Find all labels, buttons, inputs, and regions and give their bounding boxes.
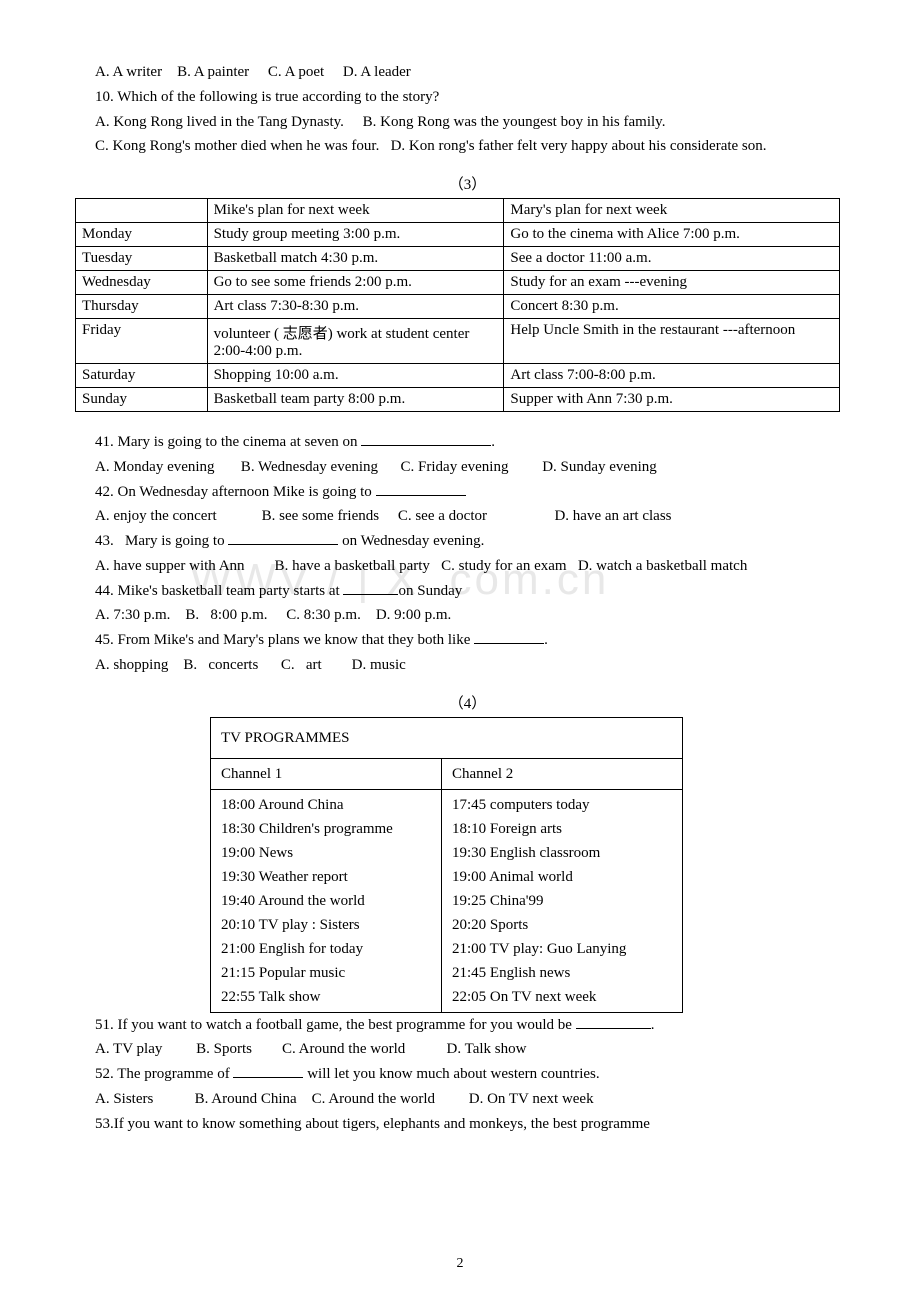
q53-stem: 53.If you want to know something about t… [95, 1112, 840, 1137]
table-row: Friday volunteer ( 志愿者) work at student … [76, 319, 840, 364]
table-row: TV PROGRAMMES [211, 717, 683, 758]
q44-options: A. 7:30 p.m. B. 8:00 p.m. C. 8:30 p.m. D… [95, 603, 840, 628]
table-row: Tuesday Basketball match 4:30 p.m. See a… [76, 247, 840, 271]
table-row: 18:00 Around China 18:30 Children's prog… [211, 789, 683, 1012]
tv-row: 19:00 News [221, 841, 431, 865]
q51-options: A. TV play B. Sports C. Around the world… [95, 1037, 840, 1062]
plan-cell: Basketball match 4:30 p.m. [207, 247, 504, 271]
tv-row: 20:10 TV play : Sisters [221, 913, 431, 937]
table-row: Channel 1 Channel 2 [211, 758, 683, 789]
plan-cell: Mary's plan for next week [504, 199, 840, 223]
q52-stem: 52. The programme of will let you know m… [95, 1062, 840, 1087]
plan-cell: Study for an exam ---evening [504, 271, 840, 295]
q52-options: A. Sisters B. Around China C. Around the… [95, 1087, 840, 1112]
tv-table: TV PROGRAMMES Channel 1 Channel 2 18:00 … [210, 717, 683, 1013]
plan-cell: Concert 8:30 p.m. [504, 295, 840, 319]
tv-row: 19:40 Around the world [221, 889, 431, 913]
plan-cell: Study group meeting 3:00 p.m. [207, 223, 504, 247]
section-3-heading: （3） [95, 173, 840, 194]
q43-options: A. have supper with Ann B. have a basket… [95, 554, 840, 579]
plan-cell: Help Uncle Smith in the restaurant ---af… [504, 319, 840, 364]
tv-channel2-rows: 17:45 computers today 18:10 Foreign arts… [442, 789, 683, 1012]
plan-cell: Monday [76, 223, 208, 247]
plan-cell: Shopping 10:00 a.m. [207, 364, 504, 388]
tv-row: 19:00 Animal world [452, 865, 672, 889]
plan-cell: Friday [76, 319, 208, 364]
table-row: Monday Study group meeting 3:00 p.m. Go … [76, 223, 840, 247]
tv-row: 19:25 China'99 [452, 889, 672, 913]
tv-row: 18:10 Foreign arts [452, 817, 672, 841]
table-row: Saturday Shopping 10:00 a.m. Art class 7… [76, 364, 840, 388]
q44-stem: 44. Mike's basketball team party starts … [95, 579, 840, 604]
q10-stem: 10. Which of the following is true accor… [95, 85, 840, 110]
plan-cell: Art class 7:00-8:00 p.m. [504, 364, 840, 388]
q42-options: A. enjoy the concert B. see some friends… [95, 504, 840, 529]
plan-cell: Basketball team party 8:00 p.m. [207, 388, 504, 412]
tv-row: 19:30 English classroom [452, 841, 672, 865]
tv-row: 21:00 English for today [221, 937, 431, 961]
plan-cell: Wednesday [76, 271, 208, 295]
tv-row: 21:15 Popular music [221, 961, 431, 985]
q51-stem: 51. If you want to watch a football game… [95, 1013, 840, 1038]
plan-cell: volunteer ( 志愿者) work at student center … [207, 319, 504, 364]
tv-title-cell: TV PROGRAMMES [211, 717, 683, 758]
tv-row: 18:30 Children's programme [221, 817, 431, 841]
tv-channel1-rows: 18:00 Around China 18:30 Children's prog… [211, 789, 442, 1012]
table-row: Mike's plan for next week Mary's plan fo… [76, 199, 840, 223]
plan-cell: Supper with Ann 7:30 p.m. [504, 388, 840, 412]
plan-cell: Art class 7:30-8:30 p.m. [207, 295, 504, 319]
q10-options-cd: C. Kong Rong's mother died when he was f… [95, 134, 840, 159]
q10-options-ab: A. Kong Rong lived in the Tang Dynasty. … [95, 110, 840, 135]
table-row: Wednesday Go to see some friends 2:00 p.… [76, 271, 840, 295]
q42-stem: 42. On Wednesday afternoon Mike is going… [95, 480, 840, 505]
tv-channel2-label: Channel 2 [442, 758, 683, 789]
table-row: Thursday Art class 7:30-8:30 p.m. Concer… [76, 295, 840, 319]
tv-row: 21:00 TV play: Guo Lanying [452, 937, 672, 961]
section-4-heading: （4） [95, 692, 840, 713]
plan-cell: Tuesday [76, 247, 208, 271]
plan-cell: Go to see some friends 2:00 p.m. [207, 271, 504, 295]
page-number: 2 [0, 1256, 920, 1272]
tv-row: 22:55 Talk show [221, 985, 431, 1009]
plan-cell: Sunday [76, 388, 208, 412]
tv-row: 21:45 English news [452, 961, 672, 985]
tv-row: 19:30 Weather report [221, 865, 431, 889]
q45-stem: 45. From Mike's and Mary's plans we know… [95, 628, 840, 653]
plan-cell [76, 199, 208, 223]
plan-cell: See a doctor 11:00 a.m. [504, 247, 840, 271]
tv-channel1-label: Channel 1 [211, 758, 442, 789]
plan-cell: Saturday [76, 364, 208, 388]
q41-options: A. Monday evening B. Wednesday evening C… [95, 455, 840, 480]
plan-cell: Go to the cinema with Alice 7:00 p.m. [504, 223, 840, 247]
tv-row: 22:05 On TV next week [452, 985, 672, 1009]
tv-row: 20:20 Sports [452, 913, 672, 937]
q9-options: A. A writer B. A painter C. A poet D. A … [95, 60, 840, 85]
plan-table: Mike's plan for next week Mary's plan fo… [75, 198, 840, 412]
plan-cell: Mike's plan for next week [207, 199, 504, 223]
q43-stem: 43. Mary is going to on Wednesday evenin… [95, 529, 840, 554]
q41-stem: 41. Mary is going to the cinema at seven… [95, 430, 840, 455]
tv-row: 17:45 computers today [452, 793, 672, 817]
tv-row: 18:00 Around China [221, 793, 431, 817]
plan-cell: Thursday [76, 295, 208, 319]
table-row: Sunday Basketball team party 8:00 p.m. S… [76, 388, 840, 412]
q45-options: A. shopping B. concerts C. art D. music [95, 653, 840, 678]
